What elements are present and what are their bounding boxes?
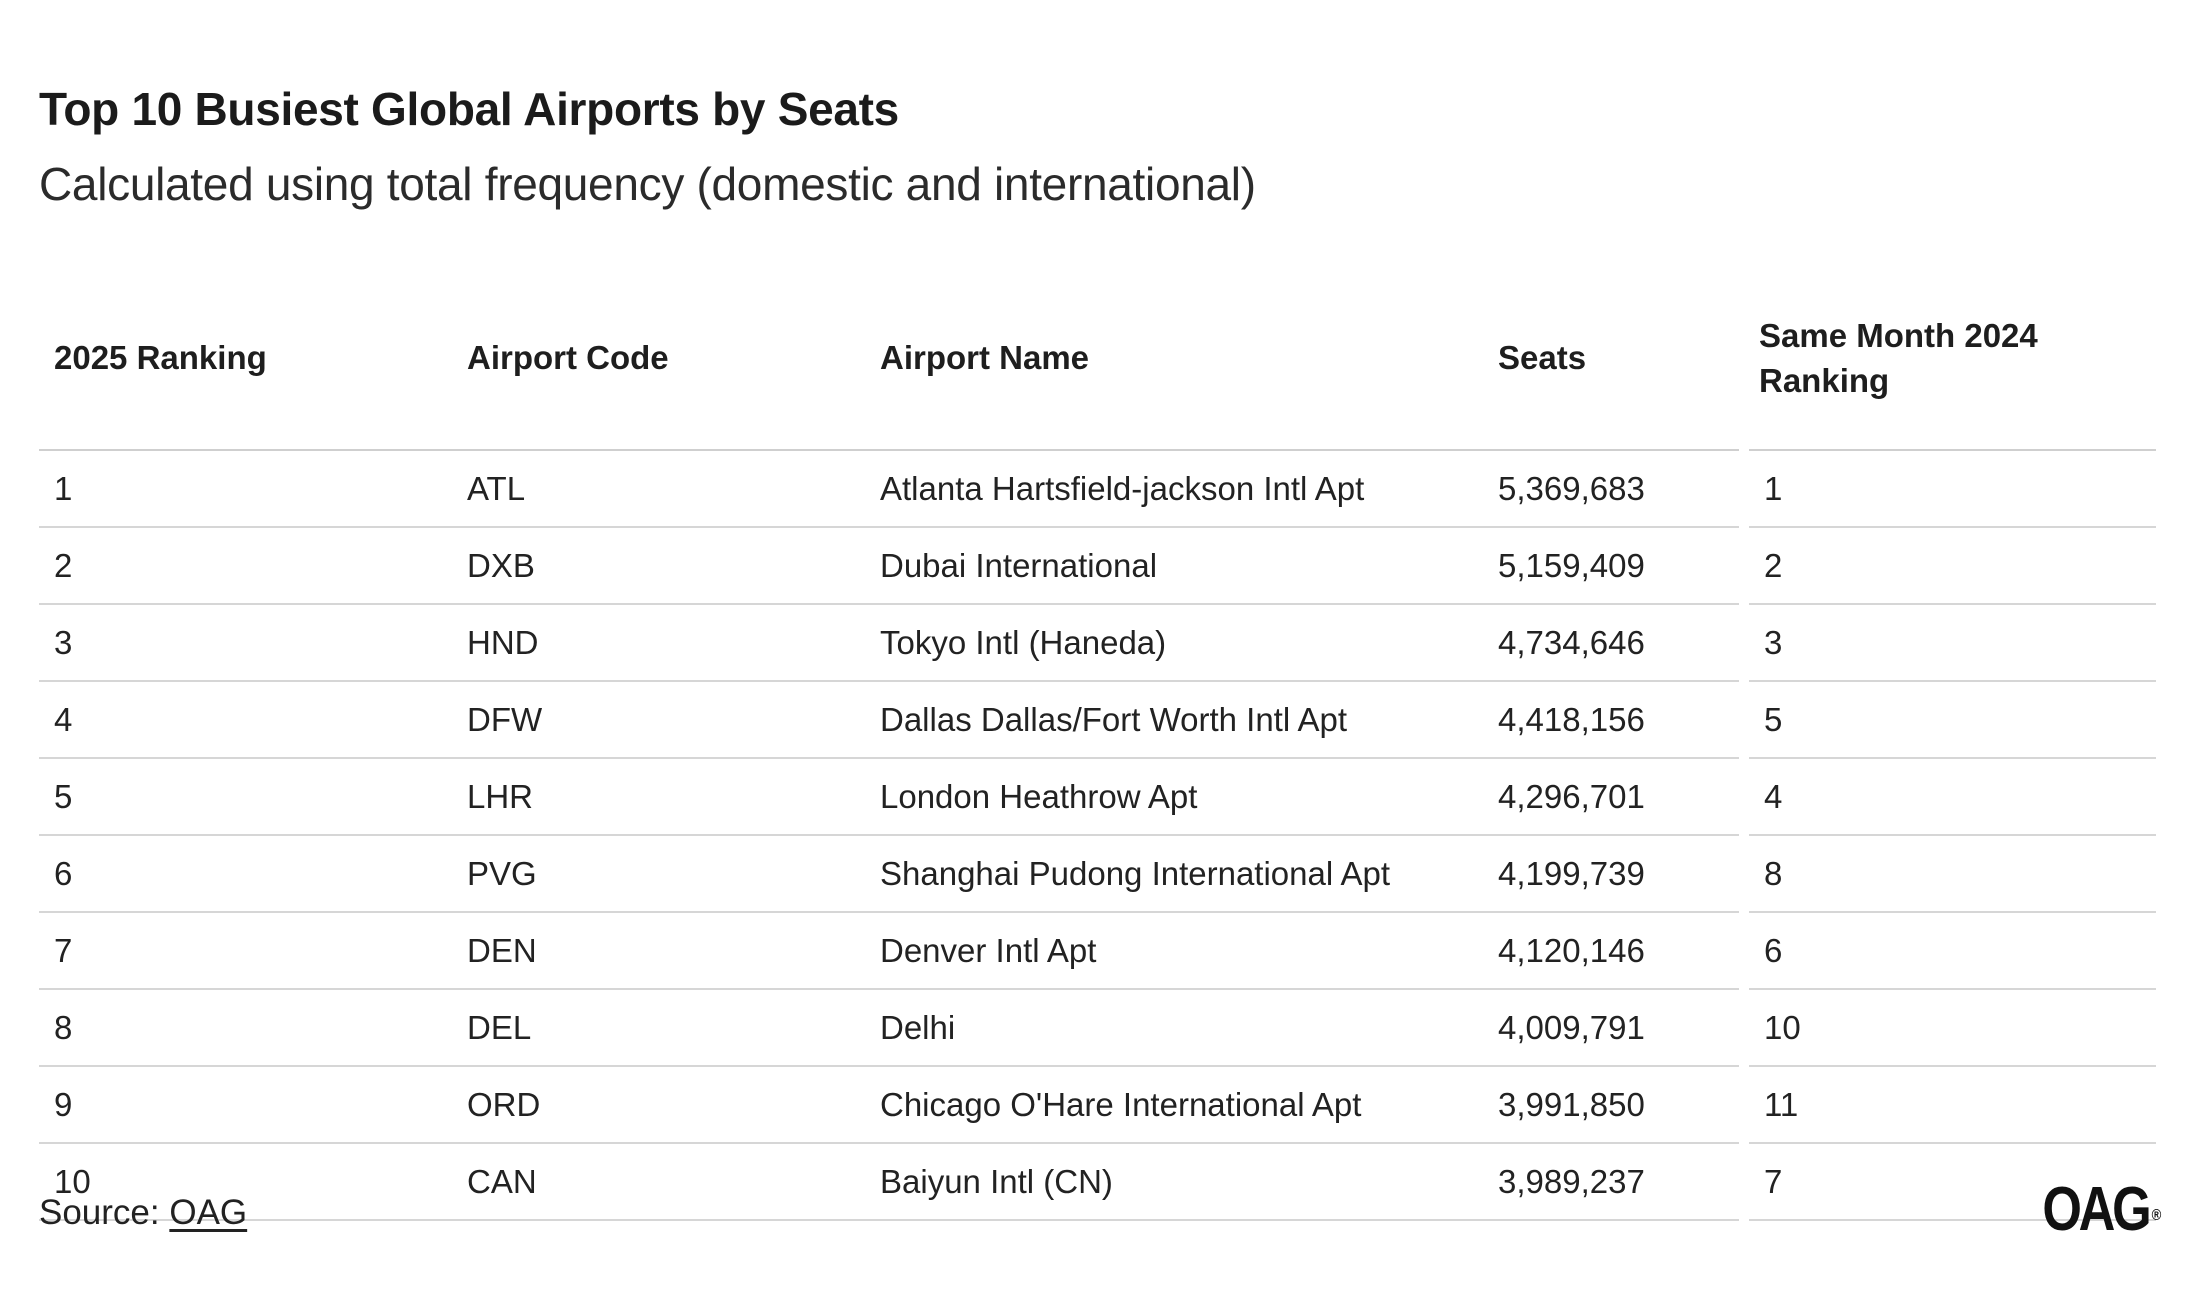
table-row: 8 DEL Delhi 4,009,791 10 — [39, 989, 2156, 1067]
table-row: 4 DFW Dallas Dallas/Fort Worth Intl Apt 4,4… — [39, 681, 2156, 759]
cell-2025-ranking: 5 — [39, 758, 452, 836]
cell-2025-ranking: 4 — [39, 681, 452, 759]
cell-seats: 3,989,237 — [1483, 1143, 1749, 1221]
cell-2025-ranking: 3 — [39, 604, 452, 682]
cell-2024-ranking: 8 — [1744, 835, 2156, 913]
cell-airport-name: Atlanta Hartsfield-jackson Intl Apt — [865, 450, 1483, 528]
table-row: 5 LHR London Heathrow Apt 4,296,701 4 — [39, 758, 2156, 836]
cell-seats: 4,296,701 — [1483, 758, 1749, 836]
cell-airport-name: Baiyun Intl (CN) — [865, 1143, 1483, 1221]
cell-2025-ranking: 10 — [39, 1143, 452, 1221]
registered-mark: ® — [2151, 1207, 2162, 1224]
column-header-2025-ranking: 2025 Ranking — [39, 266, 452, 451]
table-row: 3 HND Tokyo Intl (Haneda) 4,734,646 3 — [39, 604, 2156, 682]
cell-2024-ranking: 6 — [1744, 912, 2156, 990]
column-header-seats: Seats — [1483, 266, 1744, 451]
table-row: 9 ORD Chicago O'Hare International Apt 3,99… — [39, 1066, 2156, 1144]
table-row: 6 PVG Shanghai Pudong International Apt 4,1… — [39, 835, 2156, 913]
cell-2024-ranking: 3 — [1744, 604, 2156, 682]
table-header-row: 2025 Ranking Airport Code Airport Name S… — [39, 266, 2156, 451]
table-row: 1 ATL Atlanta Hartsfield-jackson Intl Apt 5… — [39, 450, 2156, 528]
cell-seats: 5,159,409 — [1483, 527, 1749, 605]
cell-seats: 4,120,146 — [1483, 912, 1749, 990]
cell-2024-ranking: 7 — [1744, 1143, 2156, 1221]
airports-table: 2025 Ranking Airport Code Airport Name S… — [39, 266, 2156, 1221]
column-header-airport-name: Airport Name — [865, 266, 1483, 451]
oag-logo: OAG ® — [2042, 1175, 2161, 1244]
cell-2024-ranking: 10 — [1744, 989, 2156, 1067]
table-row: 7 DEN Denver Intl Apt 4,120,146 6 — [39, 912, 2156, 990]
cell-airport-code: DEN — [452, 912, 865, 990]
chart-subtitle: Calculated using total frequency (domest… — [39, 158, 1256, 210]
logo-wordmark: OAG — [2042, 1175, 2151, 1244]
cell-airport-code: ATL — [452, 450, 865, 528]
cell-seats: 4,199,739 — [1483, 835, 1749, 913]
cell-airport-code: LHR — [452, 758, 865, 836]
source-link[interactable]: OAG — [169, 1193, 248, 1232]
cell-airport-code: DXB — [452, 527, 865, 605]
cell-2025-ranking: 7 — [39, 912, 452, 990]
cell-2024-ranking: 2 — [1744, 527, 2156, 605]
column-header-2024-ranking: Same Month 2024 Ranking — [1744, 266, 2156, 451]
cell-2024-ranking: 1 — [1744, 450, 2156, 528]
cell-airport-code: DEL — [452, 989, 865, 1067]
cell-2025-ranking: 9 — [39, 1066, 452, 1144]
cell-airport-name: Chicago O'Hare International Apt — [865, 1066, 1483, 1144]
cell-seats: 4,418,156 — [1483, 681, 1749, 759]
chart-title: Top 10 Busiest Global Airports by Seats — [39, 83, 899, 135]
cell-airport-name: Dallas Dallas/Fort Worth Intl Apt — [865, 681, 1483, 759]
chart-container: Top 10 Busiest Global Airports by Seats … — [39, 74, 2156, 1221]
table-row: 2 DXB Dubai International 5,159,409 2 — [39, 527, 2156, 605]
cell-seats: 5,369,683 — [1483, 450, 1749, 528]
cell-2025-ranking: 2 — [39, 527, 452, 605]
column-header-airport-code: Airport Code — [452, 266, 865, 451]
table-row: 10 CAN Baiyun Intl (CN) 3,989,237 7 — [39, 1143, 2156, 1221]
cell-airport-name: Dubai International — [865, 527, 1483, 605]
cell-airport-name: Denver Intl Apt — [865, 912, 1483, 990]
cell-seats: 4,734,646 — [1483, 604, 1749, 682]
cell-airport-code: PVG — [452, 835, 865, 913]
cell-2024-ranking: 5 — [1744, 681, 2156, 759]
cell-airport-code: DFW — [452, 681, 865, 759]
source-label: Source: — [39, 1193, 170, 1232]
cell-seats: 4,009,791 — [1483, 989, 1749, 1067]
cell-seats: 3,991,850 — [1483, 1066, 1749, 1144]
cell-2024-ranking: 4 — [1744, 758, 2156, 836]
table-body: 1 ATL Atlanta Hartsfield-jackson Intl Apt 5… — [39, 450, 2156, 1221]
cell-2025-ranking: 1 — [39, 450, 452, 528]
cell-airport-code: HND — [452, 604, 865, 682]
cell-2025-ranking: 8 — [39, 989, 452, 1067]
cell-airport-name: Shanghai Pudong International Apt — [865, 835, 1483, 913]
cell-airport-name: Delhi — [865, 989, 1483, 1067]
cell-2024-ranking: 11 — [1744, 1066, 2156, 1144]
cell-airport-name: London Heathrow Apt — [865, 758, 1483, 836]
cell-airport-name: Tokyo Intl (Haneda) — [865, 604, 1483, 682]
cell-airport-code: ORD — [452, 1066, 865, 1144]
cell-2025-ranking: 6 — [39, 835, 452, 913]
source-note: Source: OAG — [39, 1190, 247, 1236]
cell-airport-code: CAN — [452, 1143, 865, 1221]
